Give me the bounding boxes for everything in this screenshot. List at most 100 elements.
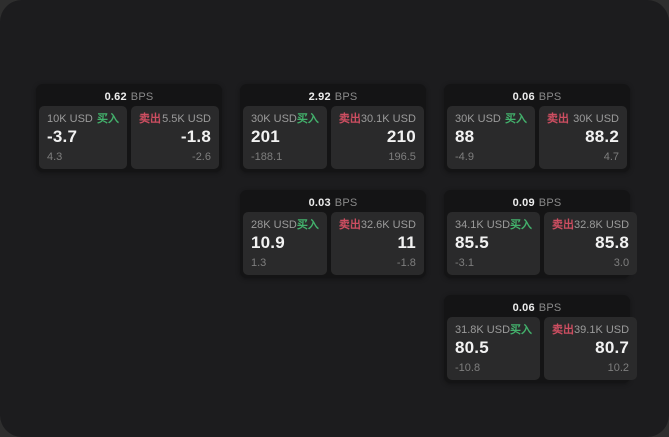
buy-delta: -10.8 [455,361,481,374]
quote-card: 0.03 BPS 28K USD 买入 10.9 1.3 卖出 32.6K US… [240,190,426,278]
buy-panel-top: 10K USD 买入 [47,113,119,125]
sell-panel-top: 卖出 5.5K USD [139,113,211,125]
quote-card: 2.92 BPS 30K USD 买入 201 -188.1 卖出 30.1K … [240,84,426,172]
sell-side-label: 卖出 [338,113,361,125]
sell-side-label: 卖出 [547,113,569,125]
buy-side-label: 买入 [505,113,527,125]
sell-delta: 10.2 [607,361,630,374]
buy-panel-top: 30K USD 买入 [455,113,527,125]
bps-value: 0.09 [512,196,535,209]
sell-size: 30.1K USD [360,113,416,125]
buy-panel-top: 34.1K USD 买入 [455,219,532,231]
sell-price: 88.2 [585,127,619,147]
sell-delta: 196.5 [388,150,416,163]
bps-unit: BPS [538,196,562,209]
sell-panel[interactable]: 卖出 32.6K USD 11 -1.8 [330,212,424,275]
sell-panel[interactable]: 卖出 32.8K USD 85.8 3.0 [544,212,638,275]
buy-panel[interactable]: 31.8K USD 买入 80.5 -10.8 [447,317,541,380]
buy-size: 30K USD [455,113,501,125]
sell-size: 32.8K USD [574,219,630,231]
sell-delta: 4.7 [603,150,619,163]
buy-size: 34.1K USD [455,219,511,231]
sell-panel[interactable]: 卖出 5.5K USD -1.8 -2.6 [131,106,219,169]
bps-unit: BPS [538,90,562,103]
card-header: 0.09 BPS [447,193,627,212]
quote-card: 0.06 BPS 31.8K USD 买入 80.5 -10.8 卖出 39.1… [444,295,638,383]
card-header: 0.06 BPS [447,298,627,317]
buy-side-label: 买入 [296,219,319,231]
sell-price: 11 [397,233,416,253]
bps-value: 0.06 [512,90,535,103]
quote-card: 0.62 BPS 10K USD 买入 -3.7 4.3 卖出 5.5K USD… [36,84,222,172]
buy-price: 201 [251,127,280,147]
bps-value: 0.06 [512,301,535,314]
sell-panel-top: 卖出 30K USD [547,113,619,125]
sell-delta: 3.0 [613,256,630,269]
sell-panel[interactable]: 卖出 30.1K USD 210 196.5 [330,106,424,169]
sell-panel-top: 卖出 32.8K USD [552,219,629,231]
card-panels: 10K USD 买入 -3.7 4.3 卖出 5.5K USD -1.8 -2.… [39,106,219,169]
buy-panel[interactable]: 30K USD 买入 201 -188.1 [243,106,327,169]
buy-delta: -188.1 [251,150,283,163]
buy-side-label: 买入 [296,113,319,125]
buy-delta: 4.3 [47,150,63,163]
buy-size: 30K USD [251,113,297,125]
sell-price: 85.8 [595,233,630,253]
sell-size: 39.1K USD [574,324,630,336]
buy-side-label: 买入 [97,113,119,125]
buy-price: 80.5 [455,338,489,358]
sell-size: 32.6K USD [360,219,416,231]
buy-panel[interactable]: 34.1K USD 买入 85.5 -3.1 [447,212,541,275]
buy-size: 10K USD [47,113,93,125]
buy-price: 85.5 [455,233,489,253]
sell-side-label: 卖出 [552,324,575,336]
buy-size: 31.8K USD [455,324,511,336]
sell-size: 30K USD [573,113,619,125]
card-header: 0.03 BPS [243,193,423,212]
quote-card: 0.06 BPS 30K USD 买入 88 -4.9 卖出 30K USD 8… [444,84,630,172]
sell-panel-top: 卖出 39.1K USD [552,324,629,336]
card-panels: 34.1K USD 买入 85.5 -3.1 卖出 32.8K USD 85.8… [447,212,638,275]
bps-value: 0.03 [308,196,331,209]
buy-delta: 1.3 [251,256,267,269]
buy-price: 10.9 [251,233,285,253]
card-panels: 31.8K USD 买入 80.5 -10.8 卖出 39.1K USD 80.… [447,317,638,380]
buy-panel[interactable]: 10K USD 买入 -3.7 4.3 [39,106,127,169]
card-header: 0.62 BPS [39,87,219,106]
buy-panel[interactable]: 30K USD 买入 88 -4.9 [447,106,535,169]
card-header: 0.06 BPS [447,87,627,106]
buy-size: 28K USD [251,219,297,231]
bps-value: 2.92 [308,90,331,103]
sell-panel-top: 卖出 30.1K USD [339,113,416,125]
buy-price: 88 [455,127,475,147]
bps-unit: BPS [538,301,562,314]
sell-side-label: 卖出 [552,219,575,231]
buy-side-label: 买入 [510,219,533,231]
buy-delta: -4.9 [455,150,474,163]
buy-panel[interactable]: 28K USD 买入 10.9 1.3 [243,212,327,275]
card-header: 2.92 BPS [243,87,423,106]
buy-side-label: 买入 [510,324,533,336]
bps-unit: BPS [334,196,358,209]
sell-delta: -1.8 [396,256,416,269]
buy-delta: -3.1 [455,256,474,269]
sell-delta: -2.6 [192,150,211,163]
sell-side-label: 卖出 [139,113,161,125]
sell-panel[interactable]: 卖出 39.1K USD 80.7 10.2 [544,317,638,380]
buy-panel-top: 30K USD 买入 [251,113,319,125]
bps-unit: BPS [334,90,358,103]
card-panels: 30K USD 买入 201 -188.1 卖出 30.1K USD 210 1… [243,106,424,169]
buy-price: -3.7 [47,127,78,147]
sell-size: 5.5K USD [162,113,211,125]
sell-side-label: 卖出 [338,219,361,231]
sell-price: 210 [386,127,416,147]
sell-panel-top: 卖出 32.6K USD [339,219,416,231]
sell-panel[interactable]: 卖出 30K USD 88.2 4.7 [539,106,627,169]
buy-panel-top: 28K USD 买入 [251,219,319,231]
card-panels: 30K USD 买入 88 -4.9 卖出 30K USD 88.2 4.7 [447,106,627,169]
buy-panel-top: 31.8K USD 买入 [455,324,532,336]
quote-card: 0.09 BPS 34.1K USD 买入 85.5 -3.1 卖出 32.8K… [444,190,638,278]
sell-price: 80.7 [595,338,630,358]
card-panels: 28K USD 买入 10.9 1.3 卖出 32.6K USD 11 -1.8 [243,212,424,275]
